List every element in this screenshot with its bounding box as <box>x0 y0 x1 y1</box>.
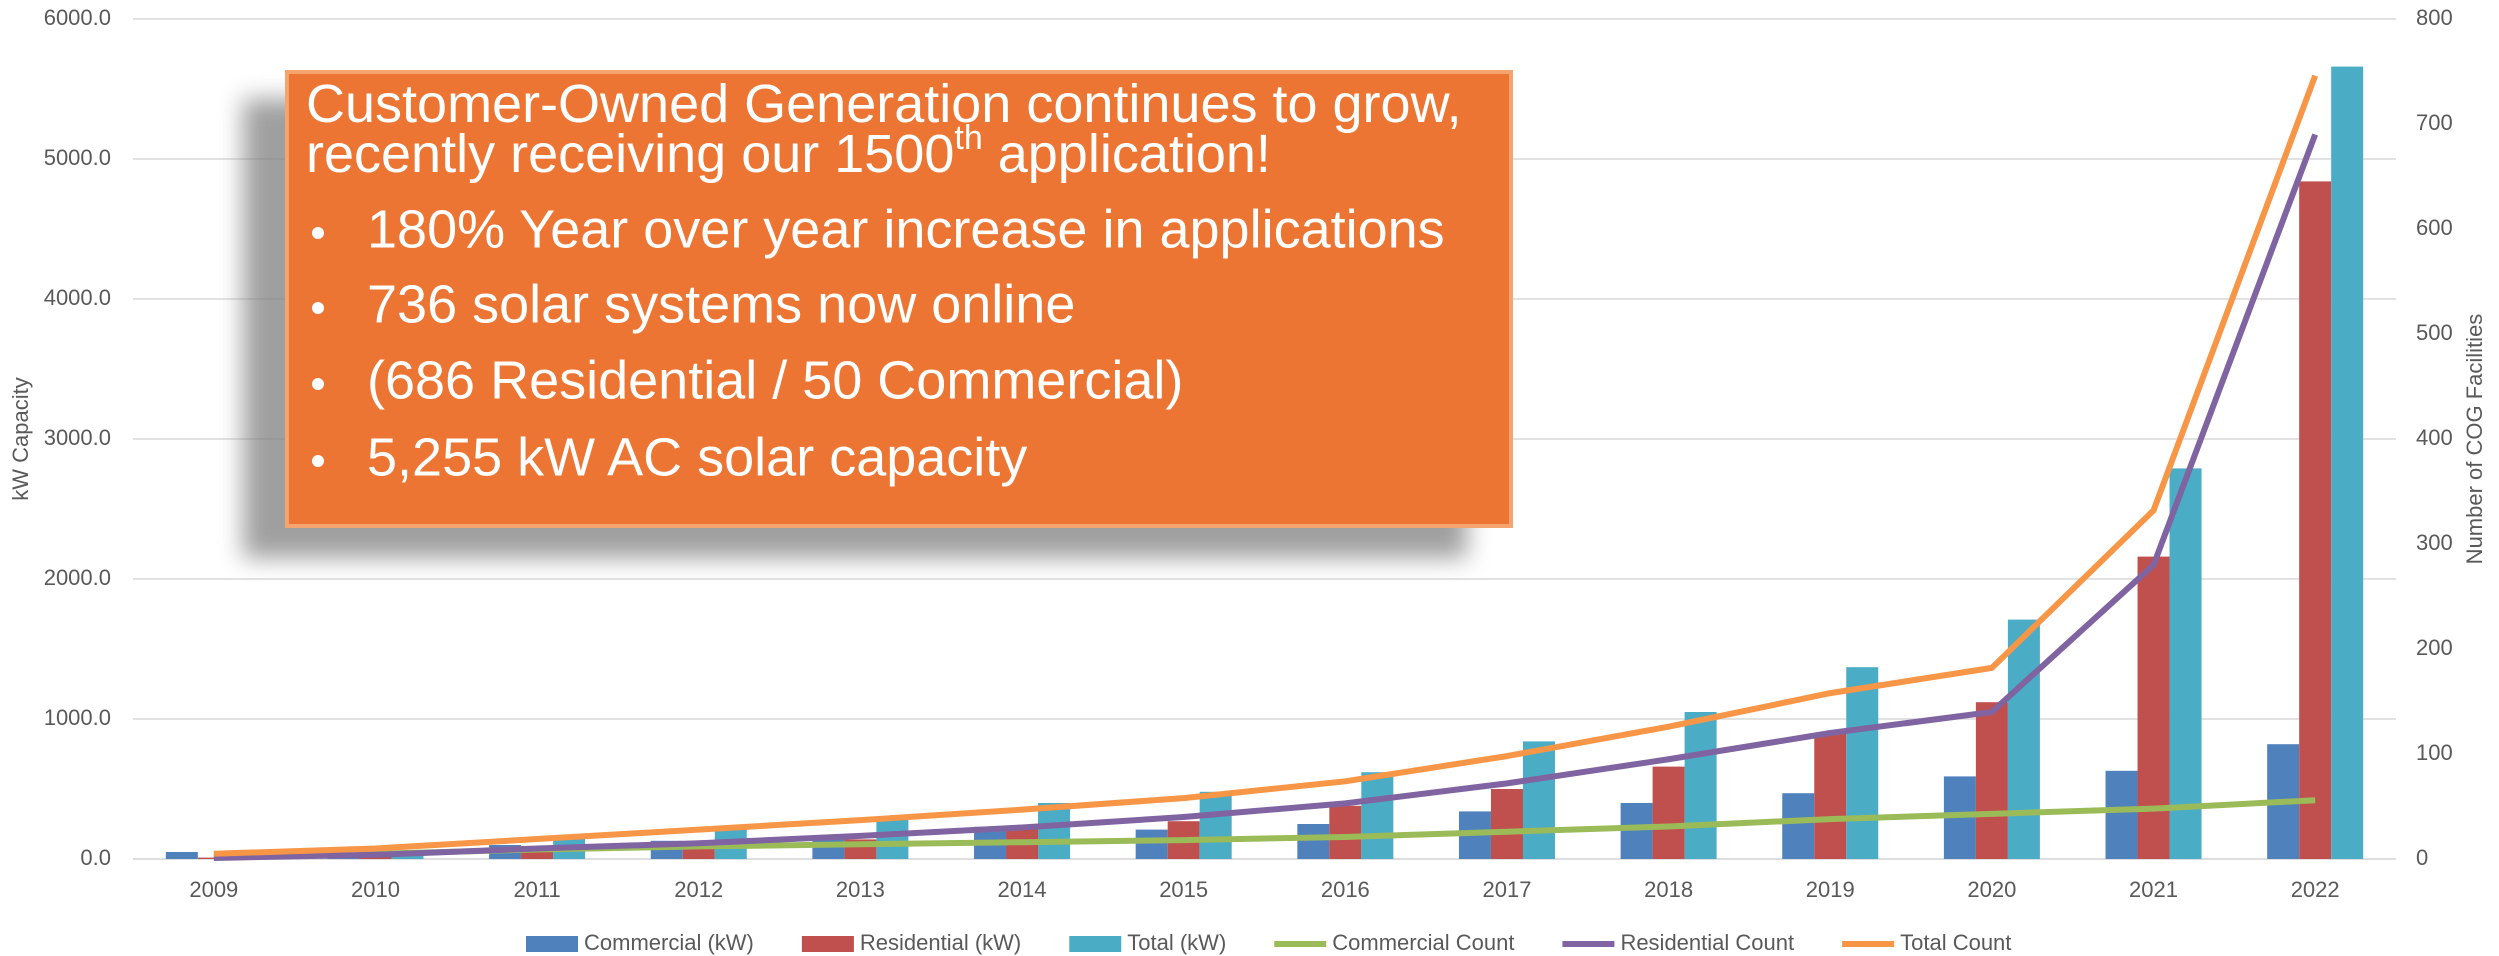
box <box>285 70 1513 528</box>
line <box>213 74 2318 857</box>
bar <box>2105 770 2138 859</box>
bar <box>1814 733 1847 859</box>
x-tick-label: 2022 <box>2291 877 2340 902</box>
legend-label: Commercial (kW) <box>584 930 754 955</box>
x-tick-label: 2020 <box>1967 877 2016 902</box>
annotation-title: recently receiving our 1500th applicatio… <box>306 119 1271 184</box>
bar <box>197 857 230 859</box>
y2-tick-label: 0 <box>2416 845 2428 870</box>
x-tick-label: 2015 <box>1159 877 1208 902</box>
bar <box>1490 789 1523 859</box>
x-tick-label: 2009 <box>189 877 238 902</box>
bar <box>2137 556 2170 859</box>
bar <box>2169 468 2202 859</box>
title-line: Customer-Owned Generation continues to g… <box>306 74 1462 134</box>
legend-label: Total (kW) <box>1127 930 1226 955</box>
bar <box>1684 712 1717 859</box>
y2-tick-label: 400 <box>2416 425 2453 450</box>
bar <box>1846 667 1879 859</box>
y-tick-label: 2000.0 <box>44 565 111 590</box>
legend-label: Total Count <box>1900 930 2011 955</box>
bar <box>2007 619 2040 859</box>
y-tick-label: 5000.0 <box>44 145 111 170</box>
legend-marker <box>801 936 854 952</box>
bar <box>521 850 554 859</box>
bar <box>1361 772 1394 859</box>
y2-axis-label: Number of COG Facilities <box>2462 314 2487 565</box>
bar <box>1329 805 1362 859</box>
x-tick-label: 2017 <box>1482 877 1531 902</box>
bar <box>165 852 198 859</box>
bar <box>2299 181 2332 859</box>
annotation-title: Customer-Owned Generation continues to g… <box>306 74 1462 134</box>
title-line: recently receiving our 1500 <box>306 124 954 184</box>
legend-label: Residential Count <box>1620 930 1794 955</box>
x-tick-label: 2021 <box>2129 877 2178 902</box>
annotation-box: Customer-Owned Generation continues to g… <box>243 70 1513 558</box>
bullet-text: 736 solar systems now online <box>367 274 1075 334</box>
bullet <box>312 227 324 239</box>
legend-label: Residential (kW) <box>860 930 1021 955</box>
bar <box>1782 793 1815 859</box>
bullet <box>312 302 324 314</box>
bar <box>1038 803 1071 859</box>
y2-tick-label: 100 <box>2416 740 2453 765</box>
bar <box>1522 741 1555 859</box>
y-tick-label: 3000.0 <box>44 425 111 450</box>
y2-tick-label: 500 <box>2416 320 2453 345</box>
bar <box>1135 829 1168 859</box>
bullet-text: (686 Residential / 50 Commercial) <box>367 350 1183 410</box>
bar <box>1652 766 1685 859</box>
x-tick-label: 2010 <box>351 877 400 902</box>
bar <box>1297 824 1330 859</box>
x-tick-label: 2012 <box>674 877 723 902</box>
y-tick-label: 4000.0 <box>44 285 111 310</box>
bar <box>876 818 909 859</box>
y2-tick-label: 700 <box>2416 110 2453 135</box>
x-tick-label: 2014 <box>998 877 1047 902</box>
bar <box>1975 702 2008 859</box>
y2-tick-label: 800 <box>2416 5 2453 30</box>
bullet <box>312 378 324 390</box>
x-tick-label: 2019 <box>1806 877 1855 902</box>
x-tick-label: 2013 <box>836 877 885 902</box>
bar <box>1620 803 1653 859</box>
title-line: application! <box>983 124 1271 184</box>
line <box>213 133 2318 861</box>
y-tick-label: 1000.0 <box>44 705 111 730</box>
bullet-text: 180% Year over year increase in applicat… <box>367 199 1445 259</box>
legend-label: Commercial Count <box>1332 930 1514 955</box>
y-tick-label: 0.0 <box>80 845 111 870</box>
y-tick-label: 6000.0 <box>44 5 111 30</box>
y2-tick-label: 600 <box>2416 215 2453 240</box>
bar <box>2331 66 2364 860</box>
bullet <box>312 455 324 467</box>
x-tick-label: 2011 <box>513 877 560 902</box>
x-tick-label: 2018 <box>1644 877 1693 902</box>
x-tick-label: 2016 <box>1321 877 1370 902</box>
y2-tick-label: 300 <box>2416 530 2453 555</box>
bar <box>1199 791 1232 859</box>
bullet-text: 5,255 kW AC solar capacity <box>367 427 1027 487</box>
legend-marker <box>1069 936 1122 952</box>
legend-marker <box>526 936 578 952</box>
legend: Commercial (kW) Residential (kW) Total (kW… <box>526 930 2011 955</box>
y2-tick-label: 200 <box>2416 635 2453 660</box>
y-axis-label: kW Capacity <box>8 377 33 500</box>
superscript: th <box>954 119 982 157</box>
